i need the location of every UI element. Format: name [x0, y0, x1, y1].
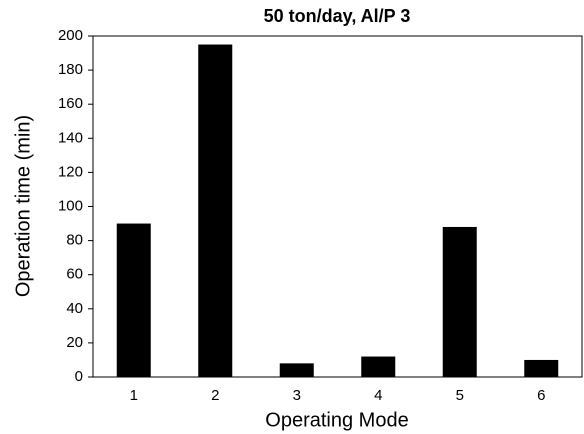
x-tick-label: 1	[130, 387, 138, 404]
bar	[279, 363, 314, 377]
y-tick-label: 0	[75, 368, 83, 385]
y-tick-label: 40	[66, 300, 83, 317]
y-tick-label: 160	[58, 95, 83, 112]
bar	[524, 359, 559, 377]
y-tick-label: 140	[58, 129, 83, 146]
y-tick-label: 180	[58, 61, 83, 78]
y-tick-label: 20	[66, 334, 83, 351]
x-tick-label: 2	[211, 387, 219, 404]
y-tick-label: 200	[58, 27, 83, 44]
x-tick-label: 6	[537, 387, 545, 404]
bar	[198, 44, 233, 378]
plot-frame	[92, 35, 583, 378]
y-tick-label: 60	[66, 266, 83, 283]
y-tick-label: 100	[58, 197, 83, 214]
bar	[116, 223, 151, 377]
x-axis-label: Operating Mode	[265, 409, 408, 431]
y-axis-label: Operation time (min)	[12, 115, 34, 297]
x-tick-label: 3	[293, 387, 301, 404]
bar	[361, 356, 396, 377]
y-tick-label: 120	[58, 163, 83, 180]
bar	[442, 226, 477, 377]
x-tick-label: 4	[374, 387, 382, 404]
y-tick-label: 80	[66, 232, 83, 249]
x-tick-label: 5	[456, 387, 464, 404]
chart-title: 50 ton/day, Al/P 3	[264, 6, 411, 26]
